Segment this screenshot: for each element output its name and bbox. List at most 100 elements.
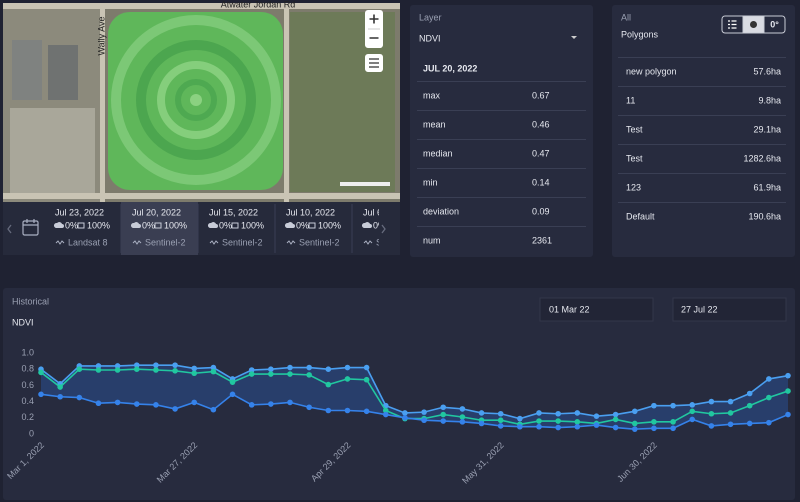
layer-dropdown[interactable] [571, 36, 577, 39]
data-point [248, 367, 255, 373]
data-point [785, 372, 791, 379]
data-point [612, 411, 619, 418]
satellite-icon [55, 240, 65, 245]
scene-strip [3, 202, 400, 255]
data-point [536, 410, 542, 416]
data-point [95, 367, 102, 373]
polygon-area: 57.6ha [753, 66, 781, 76]
view-toggle[interactable] [721, 15, 786, 34]
data-point [248, 371, 255, 377]
layer-title[interactable]: NDVI [419, 33, 441, 43]
data-point [670, 402, 676, 409]
data-point [57, 384, 63, 390]
layers-button[interactable] [365, 54, 383, 72]
data-point [631, 420, 638, 427]
polygon-area: 1282.6ha [743, 153, 781, 163]
zoom-control[interactable] [365, 10, 383, 48]
data-point [459, 419, 466, 425]
polygon-row[interactable]: Test 29.1ha [626, 124, 781, 134]
y-tick-label: 0 [29, 428, 34, 438]
rotation-button[interactable]: 0° [770, 19, 779, 29]
next-arrow[interactable] [381, 224, 386, 234]
data-point [785, 388, 791, 394]
scene-date: Jul 15, 2022 [209, 207, 258, 217]
polygon-row[interactable]: new polygon 57.6ha [626, 66, 781, 76]
polygon-area: 9.8ha [758, 95, 781, 105]
data-point [325, 366, 332, 373]
map[interactable] [3, 3, 400, 202]
prev-arrow[interactable] [7, 224, 12, 234]
y-tick-label: 0.2 [21, 412, 34, 422]
y-tick-label: 0.8 [21, 364, 34, 374]
historical-panel [3, 288, 795, 500]
image-icon [77, 222, 85, 229]
data-point [344, 407, 351, 414]
polygon-row[interactable]: 123 61.9ha [626, 182, 781, 192]
chart-title: NDVI [12, 317, 34, 327]
satellite: Sentinel-2 [145, 237, 186, 247]
date-input[interactable] [672, 297, 787, 322]
image-coverage: 100% [164, 220, 187, 230]
cloud-icon [207, 222, 218, 228]
data-point [746, 420, 753, 427]
data-point [612, 416, 619, 423]
data-point [517, 423, 523, 430]
image-coverage: 100% [318, 220, 341, 230]
data-point [363, 408, 370, 415]
stat-value: 0.67 [532, 90, 550, 100]
data-point [766, 376, 772, 382]
data-point [287, 399, 293, 406]
scene-card[interactable]: Jul 15, 2022 0% 100% Sentinel-2 [207, 204, 276, 253]
data-point [114, 399, 121, 406]
scene-card[interactable]: Jul 60%100%S [361, 204, 429, 253]
data-point [555, 410, 561, 417]
data-point [651, 402, 657, 409]
data-point [172, 368, 178, 374]
scene-date: Jul 10, 2022 [286, 207, 335, 217]
data-point [440, 418, 447, 424]
scene-card[interactable]: Jul 10, 2022 0% 100% Sentinel-2 [284, 204, 353, 253]
polygon-name: 123 [626, 182, 641, 192]
data-point [133, 366, 140, 373]
data-point [689, 408, 696, 415]
polygon-name: 11 [626, 95, 635, 105]
y-tick-label: 0.6 [21, 380, 34, 390]
panel-label: Layer [419, 12, 442, 22]
polygon-name: Default [626, 211, 655, 221]
stat-value: 0.46 [532, 119, 550, 129]
data-point [248, 402, 255, 408]
cloud-icon [53, 222, 64, 228]
data-point [746, 402, 753, 409]
calendar-icon [22, 219, 39, 236]
data-point [363, 376, 370, 383]
data-point [306, 372, 312, 378]
polygon-row[interactable]: Default 190.6ha [626, 211, 781, 221]
data-point [38, 369, 44, 376]
panel-label: Historical [12, 296, 49, 306]
data-point [517, 415, 523, 422]
data-point [133, 401, 140, 407]
data-point [76, 394, 83, 401]
data-point [287, 364, 293, 371]
data-point [153, 367, 159, 373]
scene-date: Jul 23, 2022 [55, 207, 104, 217]
polygon-row[interactable]: 11 9.8ha [626, 95, 781, 105]
stat-value: 2361 [532, 235, 552, 245]
data-point [402, 410, 408, 416]
data-point [172, 362, 178, 368]
polygon-row[interactable]: Test 1282.6ha [626, 153, 781, 163]
cloud-cover: 0% [219, 220, 232, 230]
data-point [306, 364, 312, 371]
road-label: Atwater Jordan Rd [221, 0, 296, 9]
stat-name: num [423, 235, 441, 245]
satellite: Landsat 8 [68, 237, 108, 247]
stat-name: deviation [423, 206, 459, 216]
series-line [40, 393, 789, 430]
satellite-icon [209, 240, 219, 245]
date-input[interactable] [539, 297, 654, 322]
satellite-icon [286, 240, 296, 245]
scene-card[interactable]: Jul 20, 2022 0% 100% Sentinel-2 [121, 202, 199, 255]
polygons-title: Polygons [621, 29, 659, 39]
data-point [574, 423, 581, 430]
data-point [727, 421, 734, 428]
